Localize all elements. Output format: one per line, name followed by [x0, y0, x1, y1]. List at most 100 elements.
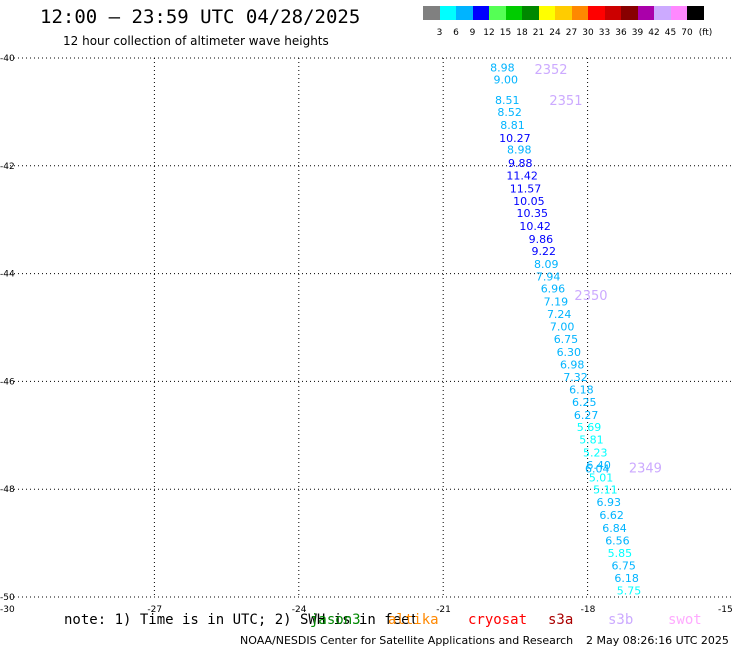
legend-bin-label: 39	[631, 28, 644, 38]
wave-height-label: 6.75	[611, 560, 636, 573]
wave-height-label: 5.23	[583, 447, 608, 460]
satellite-legend-item: swot	[668, 612, 702, 628]
wave-height-label: 6.56	[605, 534, 630, 547]
satellite-legend-item: jason3	[310, 612, 361, 628]
wave-height-label: 8.52	[497, 106, 522, 119]
legend-bin-label: 36	[615, 28, 627, 38]
satellite-legend-item: cryosat	[468, 612, 528, 628]
y-tick-label: -46	[0, 377, 15, 387]
wave-height-label: 6.30	[557, 346, 582, 359]
legend-bin-label: 30	[582, 28, 594, 38]
legend-bin-label: 42	[648, 28, 660, 38]
legend-color-swatch	[505, 6, 522, 20]
data-labels: 8.989.008.518.528.8110.278.989.8811.4211…	[490, 62, 641, 598]
x-tick-label: -27	[147, 605, 162, 615]
x-tick-label: -18	[581, 605, 596, 615]
legend-color-swatch	[654, 6, 671, 20]
wave-height-label: 5.69	[577, 421, 602, 434]
legend-color-swatch	[604, 6, 621, 20]
y-tick-label: -44	[0, 270, 15, 280]
legend-color-swatch	[670, 6, 687, 20]
pass-number-label: 2350	[574, 289, 607, 304]
wave-height-label: 11.57	[510, 182, 542, 195]
wave-height-label: 6.98	[560, 359, 585, 372]
wave-height-label: 7.00	[550, 320, 575, 333]
wave-height-label: 9.88	[508, 157, 533, 170]
legend-bin-label: 6	[453, 28, 459, 38]
legend-color-swatch	[621, 6, 638, 20]
wave-height-label: 8.98	[507, 144, 532, 157]
wave-height-label: 6.27	[574, 409, 599, 422]
satellite-legend-item: s3a	[548, 612, 574, 628]
wave-height-label: 7.94	[536, 270, 561, 283]
units-note: note: 1) Time is in UTC; 2) SWH is in fe…	[64, 612, 419, 628]
legend-unit-label: (ft)	[698, 28, 713, 38]
credit-organization: NOAA/NESDIS Center for Satellite Applica…	[240, 634, 574, 647]
wave-height-label: 9.86	[529, 233, 554, 246]
wave-height-label: 5.85	[608, 547, 633, 560]
legend-bin-label: 45	[664, 28, 677, 38]
wave-height-label: 10.05	[513, 195, 545, 208]
legend-color-swatch	[522, 6, 539, 20]
grid-lines	[10, 57, 732, 598]
legend-color-swatch	[538, 6, 555, 20]
wave-height-label: 8.98	[490, 62, 515, 75]
legend-color-swatch	[456, 6, 473, 20]
legend-bin-label: 15	[499, 28, 512, 38]
satellite-legend-item: s3b	[608, 612, 634, 628]
legend-bin-label: 12	[483, 28, 495, 38]
wave-height-label: 8.51	[495, 94, 520, 107]
wave-height-label: 6.75	[554, 333, 579, 346]
legend-bin-label: 27	[565, 28, 578, 38]
wave-height-label: 10.35	[516, 207, 548, 220]
legend-bin-label: 33	[598, 28, 611, 38]
pass-number-label: 2349	[629, 462, 662, 477]
legend-color-swatch	[687, 6, 704, 20]
wave-height-label: 5.81	[579, 434, 604, 447]
wave-height-label: 9.22	[532, 245, 557, 258]
wave-height-label: 6.93	[597, 496, 622, 509]
wave-height-label: 5.11	[593, 484, 618, 497]
pass-number-label: 2352	[534, 63, 567, 78]
wave-height-label: 7.32	[563, 371, 588, 384]
legend-bin-label: 18	[516, 28, 528, 38]
wave-height-label: 8.81	[500, 119, 525, 132]
credit-timestamp: 2 May 08:26:16 UTC 2025	[586, 634, 729, 647]
pass-number-label: 2351	[549, 94, 582, 109]
wave-height-label: 6.25	[572, 396, 597, 409]
wave-height-label: 6.40	[586, 459, 611, 472]
legend-color-swatch	[571, 6, 588, 20]
satellite-legend-item: altika	[388, 612, 439, 628]
y-tick-label: -48	[0, 485, 15, 495]
chart-subtitle: 12 hour collection of altimeter wave hei…	[63, 34, 329, 48]
legend-bin-label: 21	[532, 28, 545, 38]
wave-height-label: 5.75	[617, 585, 642, 598]
y-tick-label: -40	[0, 54, 15, 64]
legend-bin-label: 9	[469, 28, 476, 38]
legend-bin-label: 70	[681, 28, 693, 38]
axis-ticks: -40 -42 -44 -46 -48 -50 -30 -27 -24 -21 -18 -15	[0, 54, 733, 615]
legend-color-swatch	[588, 6, 605, 20]
wave-height-label: 6.18	[569, 383, 594, 396]
wave-height-label: 10.27	[499, 132, 531, 145]
x-tick-label: -15	[718, 605, 733, 615]
pass-annotations: 2352 2351 2350 2349	[534, 63, 661, 477]
wave-height-label: 6.04	[585, 463, 610, 476]
chart-title: 12:00 – 23:59 UTC 04/28/2025	[40, 6, 361, 28]
legend-bin-label: 3	[436, 28, 443, 38]
legend-color-swatch	[489, 6, 506, 20]
wave-height-label: 7.19	[544, 296, 569, 309]
wave-height-label: 5.01	[589, 471, 614, 484]
legend-color-swatch	[423, 6, 440, 20]
legend-color-swatch	[555, 6, 572, 20]
wave-height-label: 6.62	[599, 509, 624, 522]
legend-color-swatch	[439, 6, 456, 20]
wave-height-label: 9.00	[494, 74, 519, 87]
legend-color-swatch	[637, 6, 654, 20]
legend-bin-label: 24	[549, 28, 561, 38]
wave-height-label: 11.42	[506, 170, 538, 183]
legend-color-swatch	[472, 6, 489, 20]
x-tick-label: -30	[0, 605, 15, 615]
y-tick-label: -42	[0, 162, 15, 172]
